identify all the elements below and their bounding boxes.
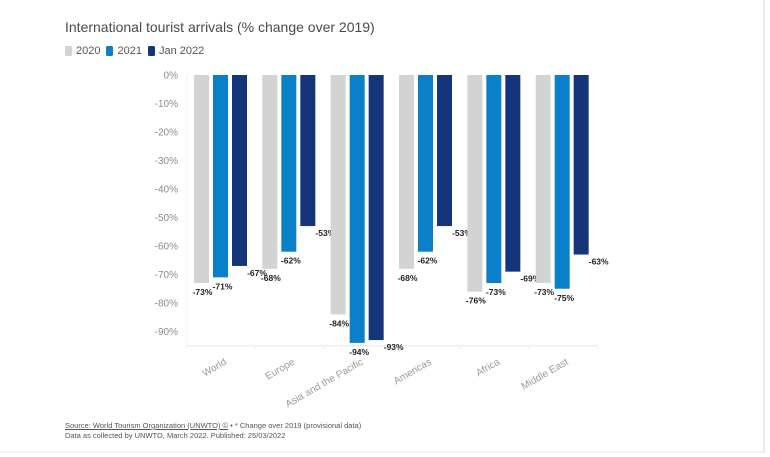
bar xyxy=(194,75,209,284)
data-label: -73% xyxy=(486,287,506,297)
y-tick-label: -20% xyxy=(155,128,178,139)
data-label: -53% xyxy=(452,228,472,238)
bar xyxy=(573,75,589,255)
data-label: -94% xyxy=(349,347,369,357)
bar xyxy=(213,75,228,278)
x-category-label: Middle East xyxy=(520,357,571,393)
legend-item-jan-2022[interactable]: Jan 2022 xyxy=(147,45,205,57)
bar xyxy=(535,75,551,284)
x-category-label: Americas xyxy=(392,357,434,387)
data-label: -73% xyxy=(534,287,554,297)
data-label: -93% xyxy=(384,342,404,352)
x-category-label: Africa xyxy=(474,357,502,380)
data-label: -53% xyxy=(315,228,335,238)
data-label: -76% xyxy=(466,296,486,306)
y-tick-label: -90% xyxy=(155,327,178,338)
x-category-label: World xyxy=(201,357,229,379)
data-label: -68% xyxy=(398,273,418,283)
data-label: -69% xyxy=(520,274,540,284)
data-label: -67% xyxy=(247,268,267,278)
y-tick-label: -10% xyxy=(155,99,178,110)
bar xyxy=(330,75,346,315)
y-tick-label: -40% xyxy=(155,185,178,196)
legend-swatch-jan-2022 xyxy=(147,46,155,56)
data-label: -62% xyxy=(418,256,438,266)
data-label: -68% xyxy=(261,273,281,283)
bar xyxy=(554,75,570,289)
legend-swatch-2020 xyxy=(65,46,72,56)
y-tick-label: -30% xyxy=(155,156,178,167)
y-tick-label: 0% xyxy=(164,71,179,82)
bar xyxy=(399,75,414,269)
data-label: -73% xyxy=(193,287,213,297)
data-label: -62% xyxy=(281,256,301,266)
bar xyxy=(418,75,433,252)
legend: 2020 2021 Jan 2022 xyxy=(65,45,210,57)
chart-title: International tourist arrivals (% change… xyxy=(65,19,375,35)
legend-label-2020: 2020 xyxy=(76,45,101,57)
bar xyxy=(437,75,452,227)
chart-footer: Source: World Tourism Organization (UNWT… xyxy=(65,421,361,441)
data-label: -84% xyxy=(329,318,349,328)
bar xyxy=(262,75,278,269)
bar xyxy=(349,75,365,343)
legend-label-2021: 2021 xyxy=(117,45,142,57)
bar xyxy=(232,75,247,266)
data-label: -63% xyxy=(589,257,609,267)
bar xyxy=(486,75,502,284)
source-link[interactable]: Source: World Tourism Organization (UNWT… xyxy=(65,421,229,430)
source-note: • * Change over 2019 (provisional data) xyxy=(228,421,362,430)
bar xyxy=(281,75,297,252)
y-tick-label: -60% xyxy=(155,242,178,253)
bar xyxy=(505,75,521,272)
bar xyxy=(467,75,483,292)
publication-note: Data as collected by UNWTO, March 2022. … xyxy=(65,431,286,440)
legend-item-2021[interactable]: 2021 xyxy=(106,45,142,57)
legend-swatch-2021 xyxy=(106,46,114,56)
data-label: -71% xyxy=(213,281,233,291)
x-category-label: Europe xyxy=(264,357,298,383)
y-tick-label: -80% xyxy=(155,299,178,310)
bar xyxy=(368,75,384,341)
data-label: -75% xyxy=(554,293,574,303)
legend-item-2020[interactable]: 2020 xyxy=(65,45,100,57)
legend-label-jan-2022: Jan 2022 xyxy=(158,45,205,57)
bar xyxy=(300,75,316,227)
y-tick-label: -70% xyxy=(155,270,178,281)
y-tick-label: -50% xyxy=(155,213,178,224)
